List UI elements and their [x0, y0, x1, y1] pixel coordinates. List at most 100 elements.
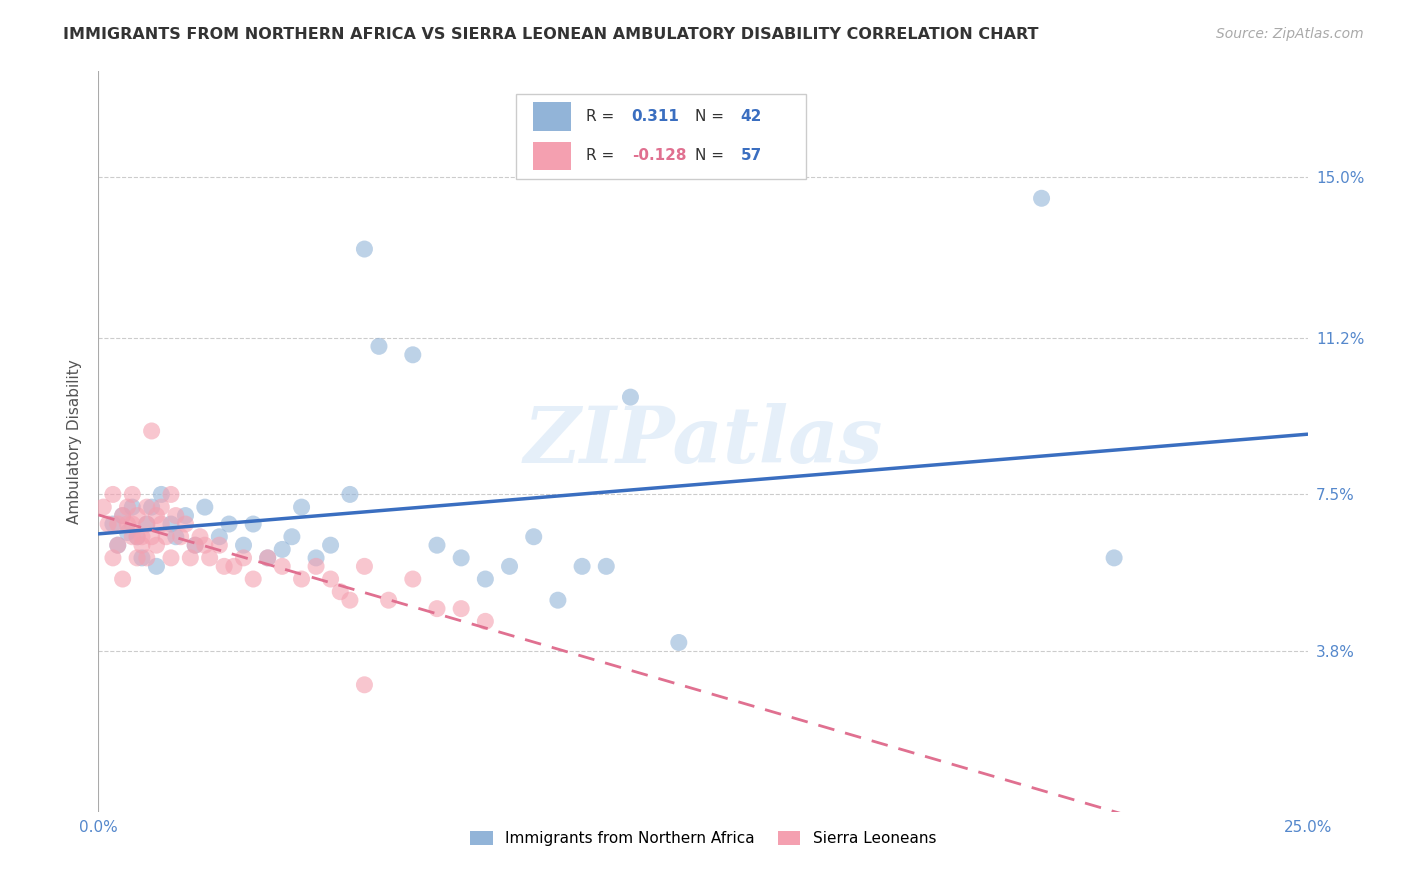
Point	[474, 572, 496, 586]
Point	[353, 559, 375, 574]
Point	[595, 559, 617, 574]
Text: 0.311: 0.311	[631, 109, 679, 124]
Text: ZIPatlas: ZIPatlas	[523, 403, 883, 480]
Point	[117, 525, 139, 540]
Point	[208, 530, 231, 544]
Point	[242, 516, 264, 531]
Point	[131, 538, 153, 552]
Point	[160, 516, 183, 531]
Text: N =: N =	[695, 148, 728, 163]
Point	[281, 530, 304, 544]
Point	[145, 559, 167, 574]
Text: IMMIGRANTS FROM NORTHERN AFRICA VS SIERRA LEONEAN AMBULATORY DISABILITY CORRELAT: IMMIGRANTS FROM NORTHERN AFRICA VS SIERR…	[63, 27, 1039, 42]
Point	[208, 538, 231, 552]
Point	[141, 500, 163, 515]
Point	[169, 530, 191, 544]
Point	[256, 550, 278, 565]
Point	[450, 601, 472, 615]
Point	[290, 572, 312, 586]
Point	[271, 559, 294, 574]
Point	[232, 550, 254, 565]
Point	[107, 538, 129, 552]
Point	[165, 530, 187, 544]
Point	[150, 500, 173, 515]
Point	[174, 516, 197, 531]
Point	[290, 500, 312, 515]
Point	[218, 516, 240, 531]
Point	[305, 559, 328, 574]
Point	[127, 550, 149, 565]
Point	[101, 516, 124, 531]
Point	[155, 530, 177, 544]
Point	[101, 487, 124, 501]
Point	[329, 584, 352, 599]
Point	[117, 516, 139, 531]
Y-axis label: Ambulatory Disability: Ambulatory Disability	[67, 359, 83, 524]
Point	[111, 508, 134, 523]
Point	[353, 678, 375, 692]
Point	[135, 516, 157, 531]
Point	[668, 635, 690, 649]
Text: R =: R =	[586, 109, 619, 124]
Point	[150, 487, 173, 501]
Point	[131, 550, 153, 565]
Point	[121, 516, 143, 531]
Point	[150, 516, 173, 531]
Point	[498, 559, 520, 574]
Point	[107, 516, 129, 531]
Point	[339, 593, 361, 607]
Point	[339, 487, 361, 501]
Point	[1031, 191, 1053, 205]
Point	[402, 572, 425, 586]
Point	[131, 530, 153, 544]
Point	[198, 550, 221, 565]
Point	[111, 572, 134, 586]
Point	[305, 550, 328, 565]
Point	[619, 390, 641, 404]
Point	[111, 508, 134, 523]
Point	[450, 550, 472, 565]
Point	[145, 508, 167, 523]
Point	[1102, 550, 1125, 565]
Point	[523, 530, 546, 544]
Point	[97, 516, 120, 531]
FancyBboxPatch shape	[533, 103, 571, 130]
Point	[222, 559, 245, 574]
Point	[121, 530, 143, 544]
Point	[353, 242, 375, 256]
Point	[271, 542, 294, 557]
Point	[127, 530, 149, 544]
Point	[474, 615, 496, 629]
Point	[256, 550, 278, 565]
FancyBboxPatch shape	[516, 94, 806, 178]
Point	[319, 538, 342, 552]
Point	[121, 487, 143, 501]
Point	[426, 538, 449, 552]
Point	[135, 500, 157, 515]
FancyBboxPatch shape	[533, 142, 571, 169]
Point	[127, 530, 149, 544]
Text: -0.128: -0.128	[631, 148, 686, 163]
Point	[212, 559, 235, 574]
Point	[319, 572, 342, 586]
Text: 57: 57	[741, 148, 762, 163]
Point	[194, 538, 217, 552]
Point	[117, 500, 139, 515]
Legend: Immigrants from Northern Africa, Sierra Leoneans: Immigrants from Northern Africa, Sierra …	[464, 825, 942, 852]
Point	[188, 530, 211, 544]
Point	[135, 550, 157, 565]
Point	[141, 530, 163, 544]
Point	[426, 601, 449, 615]
Point	[184, 538, 207, 552]
Point	[101, 550, 124, 565]
Text: 42: 42	[741, 109, 762, 124]
Point	[402, 348, 425, 362]
Point	[135, 516, 157, 531]
Point	[121, 500, 143, 515]
Point	[571, 559, 593, 574]
Point	[145, 538, 167, 552]
Point	[165, 508, 187, 523]
Point	[377, 593, 399, 607]
Point	[141, 424, 163, 438]
Point	[184, 538, 207, 552]
